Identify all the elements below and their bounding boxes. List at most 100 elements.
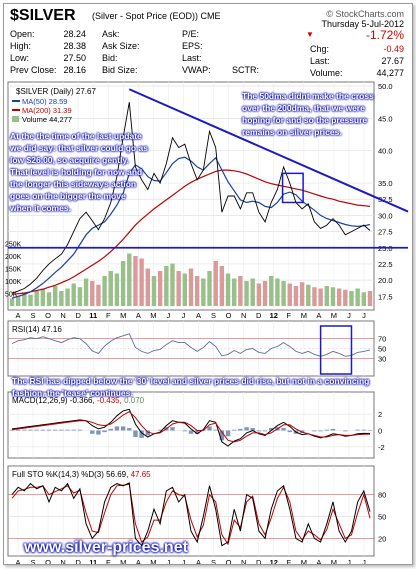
legend-ma200: MA(200) 31.39 <box>22 106 72 115</box>
resistance-trend-line <box>128 88 409 213</box>
macd-hist-bar <box>22 429 27 431</box>
exchange: CME <box>200 11 221 21</box>
x-tick-label: M <box>301 311 307 320</box>
volume-bar <box>71 283 76 306</box>
x-tick-label-bottom: M <box>120 558 126 564</box>
x-tick-label: N <box>241 311 246 320</box>
macd-hist-bar <box>361 429 367 431</box>
volume-bar <box>250 278 255 306</box>
macd-hist-bar <box>120 426 126 431</box>
x-tick-label-bottom: 11 <box>89 558 97 564</box>
volume-bar <box>164 266 169 306</box>
x-tick-label: J <box>347 311 351 320</box>
symbol-title: $SILVER <box>10 7 76 24</box>
macd-hist-bar <box>59 429 64 431</box>
x-tick-label-bottom: O <box>45 558 51 564</box>
macd-hist-bar <box>108 428 113 431</box>
x-tick-label: D <box>256 311 262 320</box>
macd-tick-label: 2 <box>378 410 382 419</box>
x-tick-label: 12 <box>270 311 278 320</box>
volume-bar <box>256 283 262 306</box>
volume-bar <box>349 291 354 306</box>
volume-bar <box>182 273 188 306</box>
x-tick-label-bottom: J <box>362 558 366 564</box>
legend-rsi: RSI(14) 47.16 <box>12 325 62 334</box>
x-tick-label-bottom: M <box>331 558 337 564</box>
x-tick-label: N <box>60 311 65 320</box>
volume-bar <box>194 276 200 306</box>
brand-logo: © StockCharts.com <box>326 9 404 19</box>
x-tick-label-bottom: D <box>256 558 262 564</box>
volume-bars <box>9 253 373 306</box>
x-tick-label-bottom: O <box>226 558 232 564</box>
x-tick-label-bottom: M <box>301 558 307 564</box>
price-tick-label: 20.0 <box>378 276 393 285</box>
macd-hist-bar <box>269 428 274 431</box>
x-tick-label: D <box>75 311 81 320</box>
macd-hist-bar <box>96 430 101 435</box>
macd-hist-bar <box>71 429 76 431</box>
legend-volume-swatch <box>12 116 19 122</box>
volume-bar <box>28 294 33 306</box>
change-percent: -1.72% <box>365 28 404 42</box>
annotation-rsi: The RSI has dipped below the '30' level … <box>12 376 370 398</box>
macd-hist-bar <box>238 428 243 431</box>
volume-label: Volume: <box>310 68 343 78</box>
volume-bar <box>139 258 144 306</box>
prev-close-label: Prev Close: <box>10 65 57 75</box>
volume-bar <box>361 292 367 306</box>
macd-hist-bar <box>330 428 336 431</box>
macd-hist-bar <box>139 430 144 438</box>
macd-hist-bar <box>127 428 132 431</box>
x-tick-label-bottom: F <box>106 558 111 564</box>
x-tick-label: A <box>15 311 20 320</box>
description: (Silver - Spot Price (EOD)) <box>92 11 199 21</box>
volume-bar <box>318 288 323 306</box>
legend-macd: MACD(12,26,9) -0.366, -0.435, 0.070 <box>12 396 145 405</box>
macd-hist-bar <box>9 429 15 431</box>
x-tick-label: S <box>31 311 36 320</box>
legend-sto: Full STO %K(14,3) %D(3) 56.69, 47.65 <box>12 470 151 479</box>
sto-tick-label: 50 <box>378 513 386 522</box>
macd-hist-bar <box>244 427 249 431</box>
macd-hist-bar <box>262 430 268 432</box>
last-value: 27.67 <box>381 56 404 66</box>
volume-bar <box>213 261 218 306</box>
volume-bar <box>330 287 336 306</box>
macd-hist-bar <box>318 430 323 432</box>
x-tick-label-bottom: J <box>347 558 351 564</box>
price-tick-label: 22.5 <box>378 260 393 269</box>
volume-bar <box>65 288 70 306</box>
legend-price: $SILVER (Daily) 27.67 <box>16 87 96 96</box>
price-line <box>11 102 371 294</box>
symbol-description: (Silver - Spot Price (EOD)) CME <box>92 11 221 21</box>
legend-volume: Volume 44,277 <box>22 115 72 124</box>
volume-bar <box>367 291 373 306</box>
volume-bar <box>225 273 231 306</box>
macd-hist-bar <box>102 430 107 433</box>
volume-bar <box>336 288 342 306</box>
x-tick-label-bottom: S <box>211 558 216 564</box>
price-tick-label: 40.0 <box>378 147 393 156</box>
legend-macd-hist: 0.070 <box>124 396 145 405</box>
volume-bar <box>201 278 206 306</box>
volume-bar <box>59 291 64 306</box>
x-tick-label: A <box>196 311 201 320</box>
macd-hist-bar <box>145 430 150 436</box>
macd-hist-bar <box>65 429 70 431</box>
macd-hist-bar <box>219 430 225 441</box>
macd-hist-bar <box>170 427 175 431</box>
macd-signal-line <box>11 411 371 443</box>
macd-hist-bar <box>355 429 360 431</box>
macd-hist-bar <box>77 429 83 431</box>
volume-tick-label: 100K <box>5 279 22 286</box>
x-tick-label-bottom: A <box>316 558 321 564</box>
x-tick-label: J <box>362 311 366 320</box>
x-tick-label: F <box>286 311 291 320</box>
x-tick-label: F <box>106 311 111 320</box>
high-value: 28.38 <box>63 41 86 51</box>
x-tick-label: O <box>45 311 51 320</box>
x-tick-label: M <box>150 311 156 320</box>
price-highlight-box <box>281 172 304 204</box>
x-tick-label-bottom: M <box>150 558 156 564</box>
